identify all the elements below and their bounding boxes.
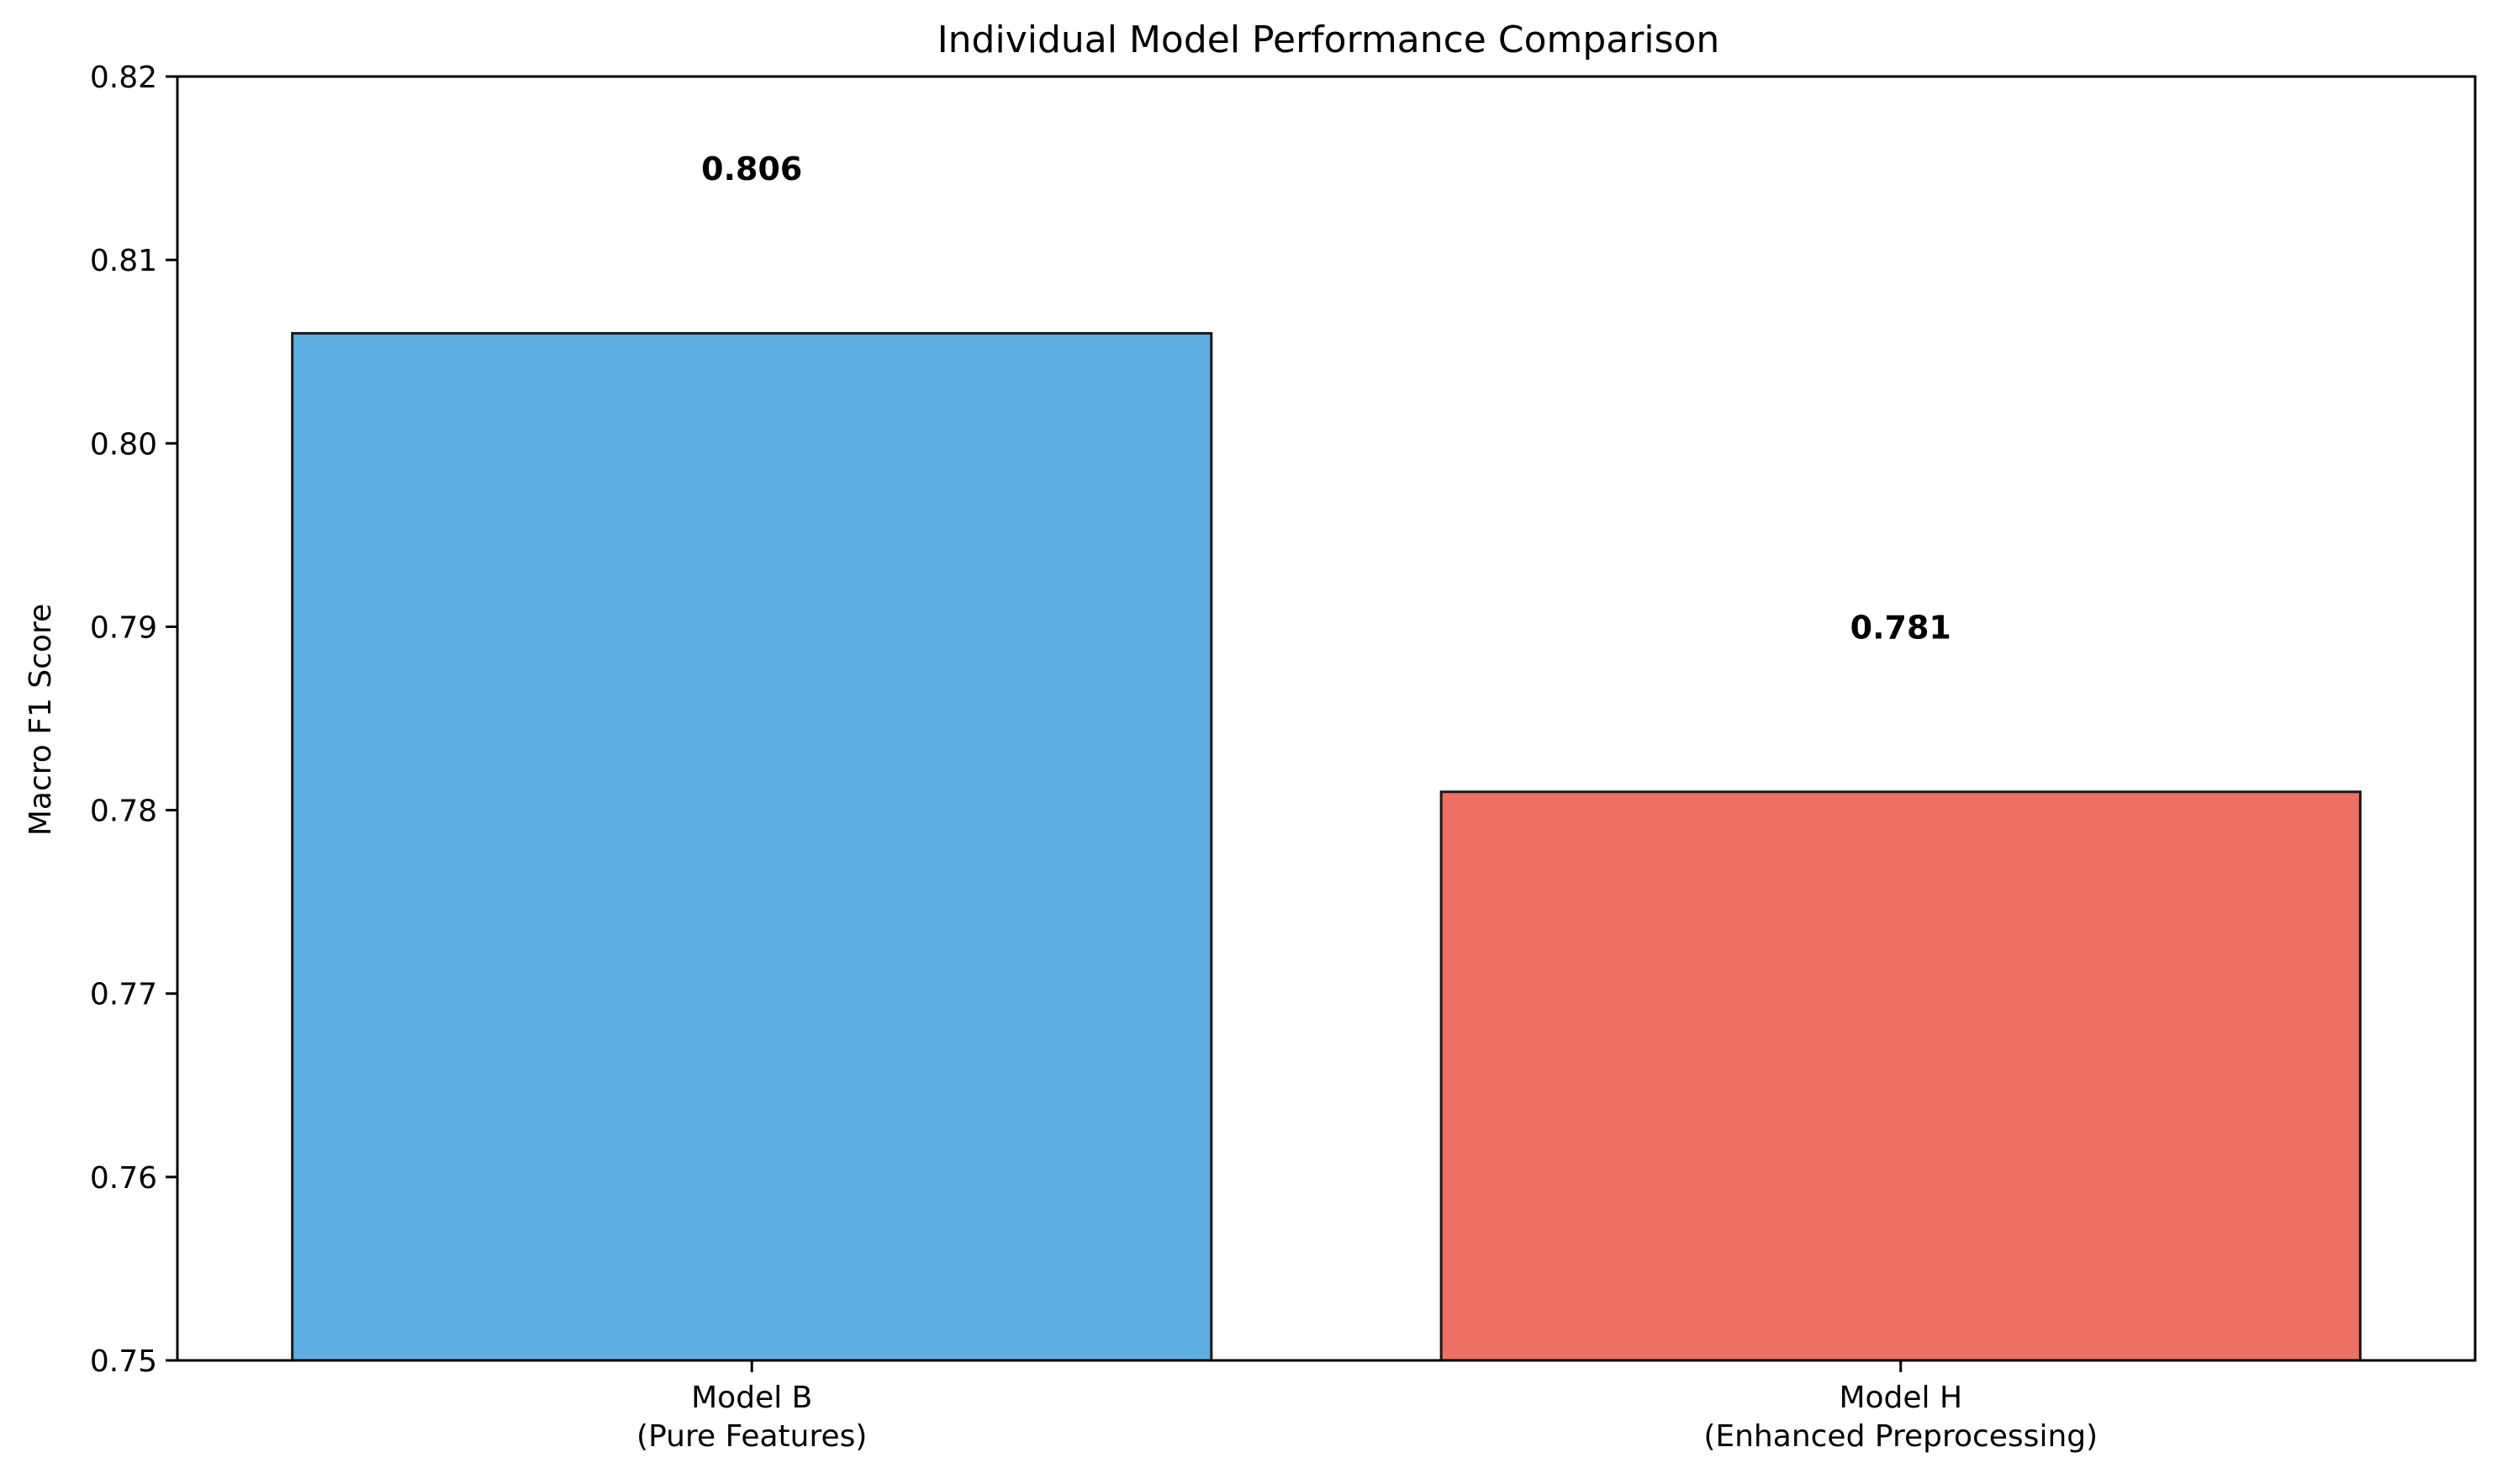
x-tick-label-1-line2: (Enhanced Preprocessing) xyxy=(1703,1419,2098,1454)
y-tick-label-4: 0.79 xyxy=(90,610,157,645)
plot-frame xyxy=(176,75,2477,1362)
y-tick-label-5: 0.80 xyxy=(90,427,157,462)
value-label-1: 0.781 xyxy=(1850,609,1951,646)
plot-area: 0.806 Model B (Pure Features) 0.781 Model H (… xyxy=(90,61,2477,1454)
y-tick-label-6: 0.81 xyxy=(90,244,157,278)
y-tick-label-7: 0.82 xyxy=(90,61,157,95)
y-axis-label: Macro F1 Score xyxy=(24,604,58,836)
y-tick-label-3: 0.78 xyxy=(90,795,157,829)
y-tick-label-1: 0.76 xyxy=(90,1161,157,1196)
bar-1 xyxy=(1439,790,2362,1362)
bar-0 xyxy=(291,331,1213,1362)
chart-title: Individual Model Performance Comparison xyxy=(937,18,1720,61)
y-tick-label-2: 0.77 xyxy=(90,978,157,1012)
value-label-0: 0.806 xyxy=(701,151,802,187)
x-tick-label-1-line1: Model H xyxy=(1839,1381,1962,1415)
x-tick-label-0-line2: (Pure Features) xyxy=(636,1419,867,1454)
y-tick-label-0: 0.75 xyxy=(90,1344,157,1379)
x-tick-label-0-line1: Model B xyxy=(691,1381,812,1415)
